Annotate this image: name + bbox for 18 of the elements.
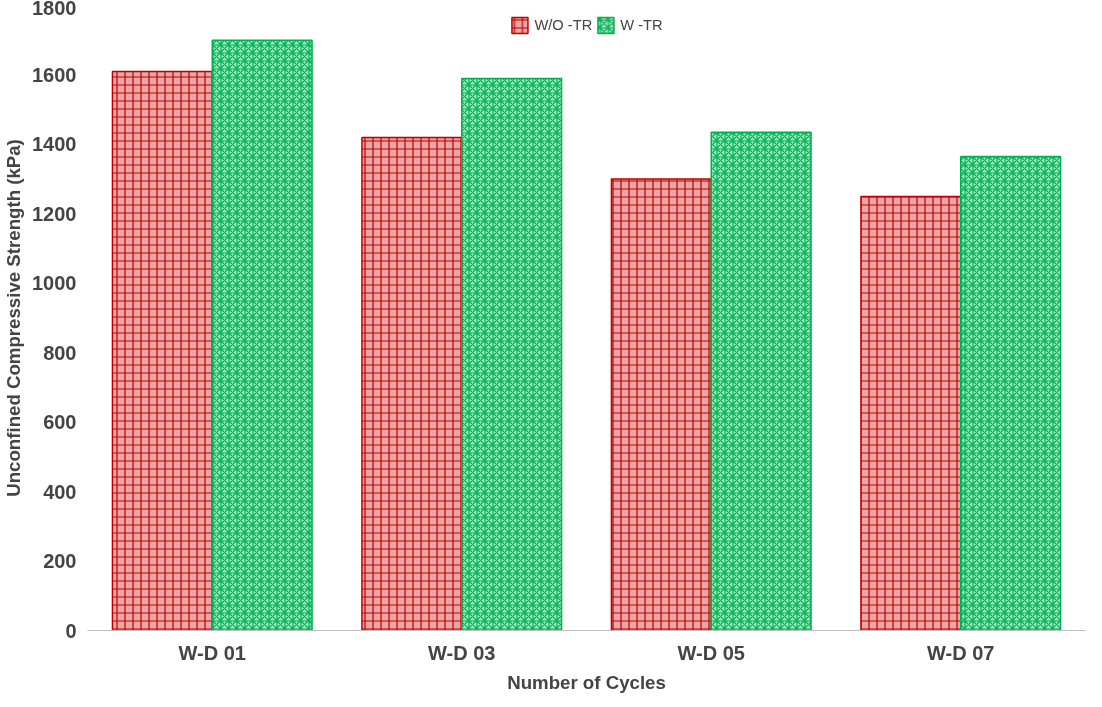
x-tick-label: W-D 03	[428, 641, 496, 664]
y-tick-label: 400	[43, 480, 77, 503]
x-axis-title: Number of Cycles	[507, 671, 666, 693]
y-tick-label: 1000	[32, 272, 77, 295]
x-tick-label: W-D 07	[927, 641, 995, 664]
y-axis-title: Unconfined Compressive Strength (kPa)	[3, 139, 25, 497]
legend-label: W -TR	[620, 17, 663, 33]
y-tick-label: 1600	[32, 63, 77, 86]
y-tick-label: 1400	[32, 133, 77, 156]
x-tick-label: W-D 01	[178, 641, 246, 664]
y-tick-label: 0	[65, 619, 77, 642]
y-tick-label: 200	[43, 550, 77, 573]
y-tick-label: 1200	[32, 202, 77, 225]
y-tick-label: 800	[43, 341, 77, 364]
x-tick-label: W-D 05	[677, 641, 745, 664]
y-tick-label: 1800	[32, 0, 77, 19]
legend-label: W/O -TR	[534, 17, 593, 33]
y-tick-label: 600	[43, 411, 77, 434]
